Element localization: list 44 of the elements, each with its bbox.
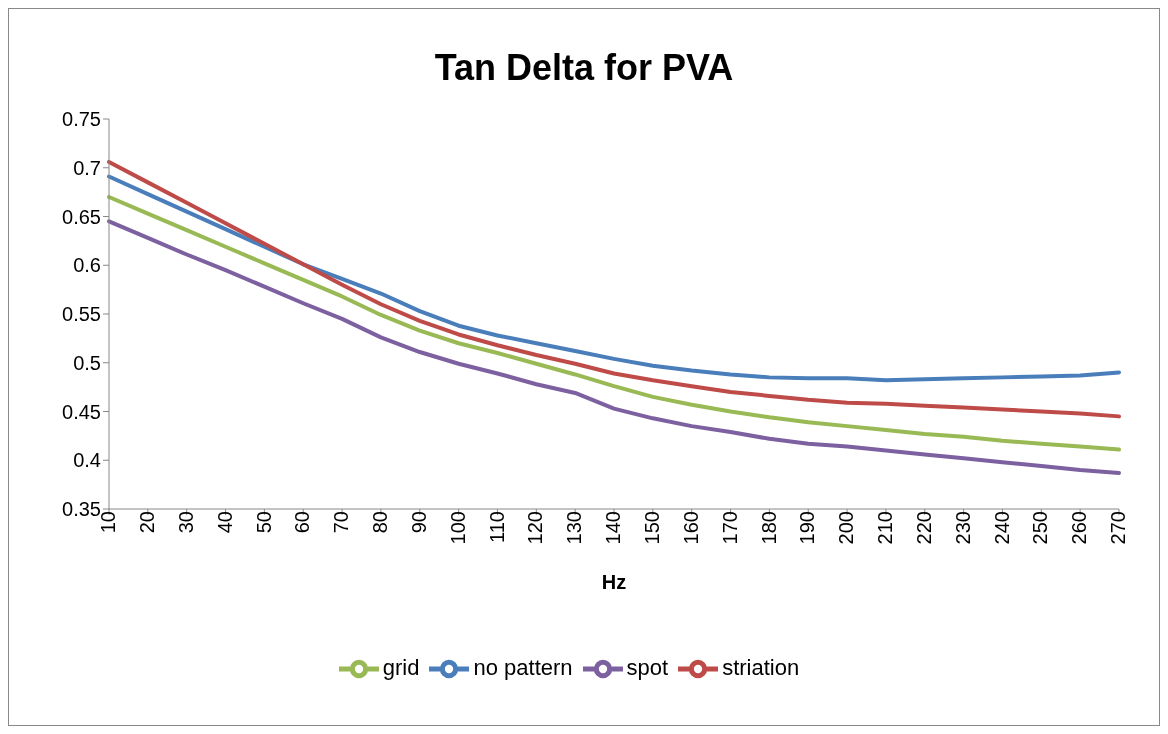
y-tick-label: 0.7 [73,156,101,179]
legend-label: grid [382,654,420,680]
x-tick-label: 240 [990,511,1013,545]
x-tick-label: 220 [912,511,935,545]
x-tick-label: 200 [835,511,858,545]
y-tick-label: 0.45 [62,400,101,423]
legend-label: spot [626,654,669,680]
x-tick-label: 130 [563,511,586,545]
x-tick-label: 270 [1107,511,1130,545]
x-tick-label: 260 [1068,511,1091,545]
x-axis-title: Hz [601,571,627,593]
x-tick-label: 30 [174,511,197,534]
x-tick-label: 250 [1029,511,1052,545]
line-series [107,195,1121,452]
x-tick-label: 90 [407,511,430,534]
legend-label: no pattern [473,654,573,680]
y-tick-label: 0.5 [73,351,101,374]
x-tick-label: 80 [369,511,392,534]
x-tick-label: 170 [718,511,741,545]
x-tick-label: 120 [524,511,547,545]
x-tick-label: 60 [291,511,314,534]
y-tick-label: 0.4 [73,449,101,472]
x-tick-label: 20 [136,511,159,534]
line-series [107,174,1121,383]
legend-label: striation [722,654,800,680]
x-tick-label: 230 [951,511,974,545]
x-tick-label: 140 [602,511,625,545]
line-series [107,159,1121,419]
x-tick-label: 50 [252,511,275,534]
x-tick-label: 150 [641,511,664,545]
x-tick-label: 180 [757,511,780,545]
y-tick-label: 0.6 [73,254,101,277]
x-tick-label: 210 [874,511,897,545]
x-tick-label: 160 [679,511,702,545]
y-tick-label: 0.55 [62,303,101,326]
x-tick-label: 110 [485,511,508,543]
chart-title: Tan Delta for PVA [433,47,735,89]
y-tick-label: 0.75 [62,108,101,131]
x-tick-label: 190 [796,511,819,545]
y-tick-label: 0.65 [62,205,101,228]
x-tick-label: 70 [330,511,353,534]
x-tick-label: 40 [213,511,236,534]
x-tick-label: 100 [446,511,469,545]
line-series [107,219,1121,475]
